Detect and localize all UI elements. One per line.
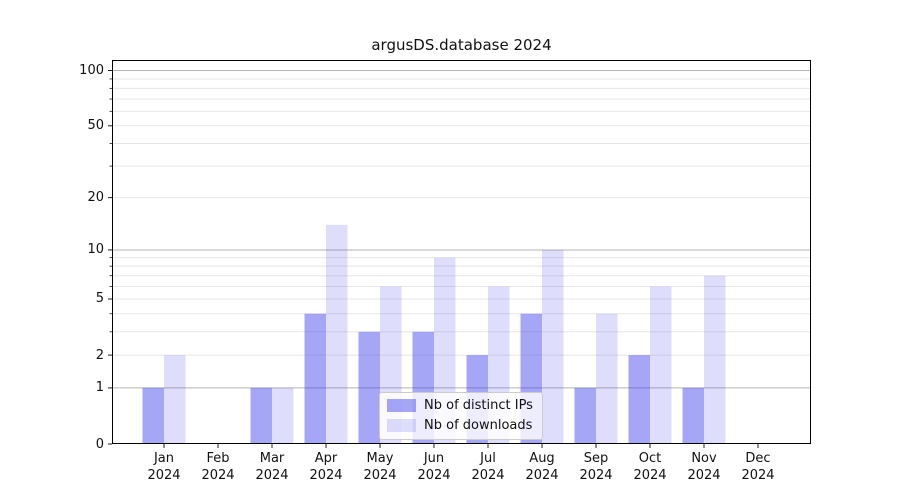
bar-downloads-jan bbox=[164, 355, 186, 444]
legend-label-distinct-ips: Nb of distinct IPs bbox=[424, 398, 533, 413]
y-tick-label: 10 bbox=[87, 242, 104, 258]
x-tick-label: Feb 2024 bbox=[201, 451, 235, 483]
bar-distinct-ips-mar bbox=[250, 387, 272, 444]
bar-downloads-nov bbox=[704, 275, 726, 444]
x-tick-label: Dec 2024 bbox=[741, 451, 775, 483]
bar-distinct-ips-nov bbox=[682, 387, 704, 444]
legend: Nb of distinct IPs Nb of downloads bbox=[379, 392, 543, 440]
y-tick-label: 1 bbox=[95, 380, 104, 396]
x-tick-label: Apr 2024 bbox=[309, 451, 343, 483]
legend-item-downloads: Nb of downloads bbox=[387, 418, 533, 433]
bar-downloads-oct bbox=[650, 286, 672, 444]
x-tick-label: Jul 2024 bbox=[471, 451, 505, 483]
legend-swatch-downloads-icon bbox=[387, 419, 416, 432]
y-tick-label: 5 bbox=[95, 291, 104, 307]
y-tick-label: 50 bbox=[87, 118, 104, 134]
y-tick-label: 2 bbox=[95, 347, 104, 363]
bar-distinct-ips-may bbox=[358, 331, 380, 444]
y-tick-label: 20 bbox=[87, 190, 104, 206]
legend-item-distinct-ips: Nb of distinct IPs bbox=[387, 398, 533, 413]
bar-distinct-ips-apr bbox=[304, 313, 326, 444]
y-tick-label: 0 bbox=[95, 436, 104, 452]
bar-distinct-ips-oct bbox=[628, 355, 650, 444]
x-tick-label: Aug 2024 bbox=[525, 451, 559, 483]
legend-swatch-distinct-ips-icon bbox=[387, 399, 416, 412]
bar-downloads-sep bbox=[596, 313, 618, 444]
bar-downloads-apr bbox=[326, 224, 348, 444]
chart-title: argusDS.database 2024 bbox=[371, 36, 552, 54]
x-tick-label: Jun 2024 bbox=[417, 451, 451, 483]
x-tick-label: Nov 2024 bbox=[687, 451, 721, 483]
x-tick-label: Jan 2024 bbox=[147, 451, 181, 483]
legend-label-downloads: Nb of downloads bbox=[424, 418, 533, 433]
bar-distinct-ips-sep bbox=[574, 387, 596, 444]
x-tick-label: Sep 2024 bbox=[579, 451, 613, 483]
y-tick-label: 100 bbox=[79, 63, 104, 78]
x-tick-label: Oct 2024 bbox=[633, 451, 667, 483]
x-tick-label: May 2024 bbox=[363, 451, 397, 483]
bar-distinct-ips-jan bbox=[142, 387, 164, 444]
bar-downloads-aug bbox=[542, 249, 564, 444]
x-tick-label: Mar 2024 bbox=[255, 451, 289, 483]
bar-downloads-mar bbox=[272, 387, 294, 444]
